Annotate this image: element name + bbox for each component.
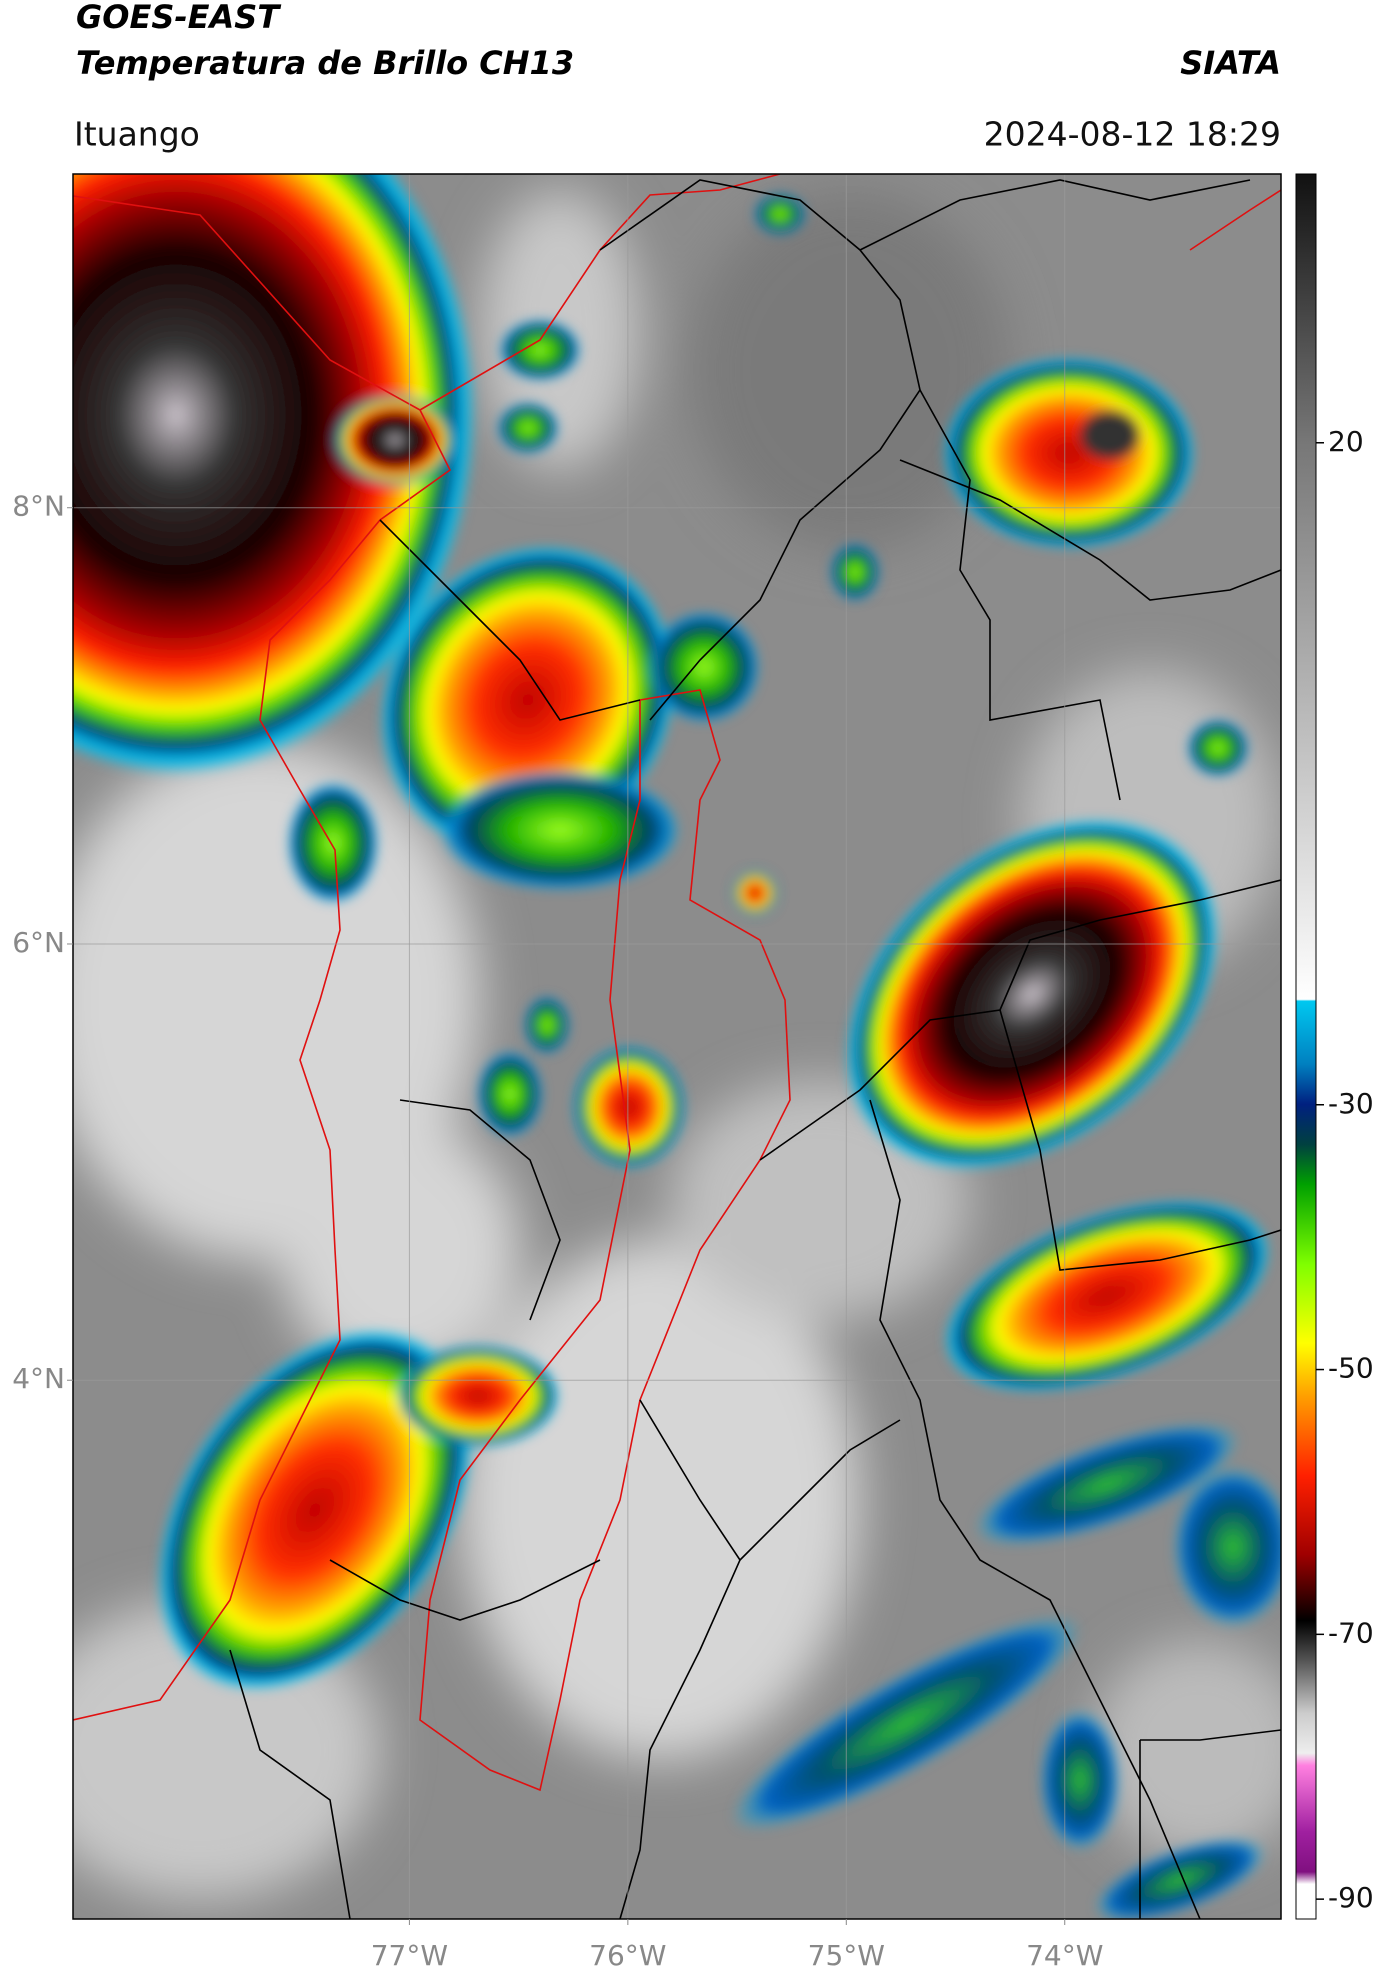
x-tick-label: 74°W xyxy=(1026,1939,1103,1972)
y-tick-label: 4°N xyxy=(12,1362,65,1395)
colorbar-tick-label: -50 xyxy=(1328,1352,1374,1385)
x-tick-label: 75°W xyxy=(808,1939,885,1972)
x-tick-label: 77°W xyxy=(371,1939,448,1972)
colorbar xyxy=(1295,173,1317,1920)
colorbar-tick-label: 20 xyxy=(1328,425,1364,458)
y-tick-label: 8°N xyxy=(12,490,65,523)
colorbar-tick-label: -90 xyxy=(1328,1881,1374,1914)
satellite-map xyxy=(73,174,1281,1919)
source: SIATA xyxy=(1180,44,1281,82)
datetime: 2024-08-12 18:29 xyxy=(984,115,1281,154)
title: GOES-EAST xyxy=(76,0,281,36)
location: Ituango xyxy=(74,115,200,154)
subtitle: Temperatura de Brillo CH13 xyxy=(76,44,574,82)
colorbar-tick-label: -30 xyxy=(1328,1087,1374,1120)
y-tick-label: 6°N xyxy=(12,926,65,959)
storm-cells xyxy=(73,174,1281,1919)
borders xyxy=(73,174,1281,1919)
map-frame xyxy=(72,173,1282,1920)
x-tick-label: 76°W xyxy=(589,1939,666,1972)
colorbar-tick-label: -70 xyxy=(1328,1616,1374,1649)
